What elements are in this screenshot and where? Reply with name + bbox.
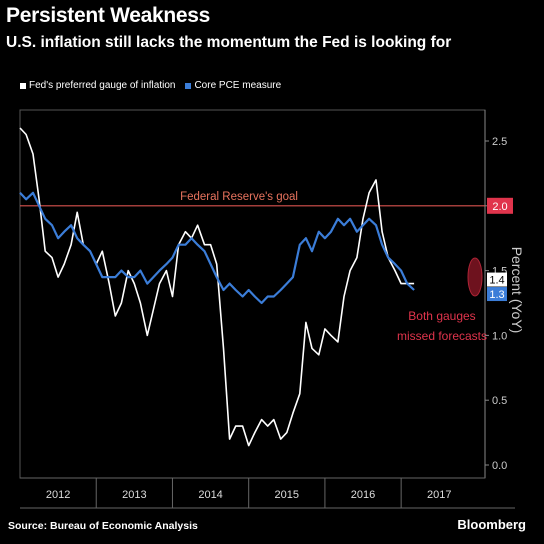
y-tick-label: 2.5 [492,136,507,148]
x-tick-label: 2016 [351,489,375,501]
headline-pce-line [19,127,415,447]
x-tick-label: 2012 [46,489,70,501]
y-tick-label: 0.5 [492,395,507,407]
y-axis-title: Percent (YoY) [509,247,525,334]
headline-end-label: 1.4 [489,275,504,287]
core-pce-line [19,191,415,305]
annotation-ellipse [467,257,483,297]
legend-item-headline: Fed's preferred gauge of inflation [20,80,175,91]
legend: Fed's preferred gauge of inflation Core … [20,80,281,91]
headline-end-tag-bg [487,272,507,287]
x-tick-label: 2013 [122,489,146,501]
y-tick-label: 1.0 [492,330,507,342]
legend-label-headline: Fed's preferred gauge of inflation [29,80,176,91]
legend-item-core: Core PCE measure [185,80,281,91]
x-tick-label: 2015 [275,489,299,501]
core-end-label: 1.3 [489,289,504,301]
legend-label-core: Core PCE measure [194,80,282,91]
fed-goal-label: Federal Reserve's goal [180,191,298,203]
chart-title: Persistent Weakness [6,4,211,27]
annotation-line-2: missed forecasts [397,329,487,343]
fed-goal-tag-bg [487,197,513,214]
chart-subtitle: U.S. inflation still lacks the momentum … [6,34,452,51]
annotation-line-1: Both gauges [408,309,475,323]
core-end-tag-bg [487,287,507,302]
y-tick-label: 0.0 [492,460,507,472]
fed-goal-tag-label: 2.0 [492,201,507,213]
x-tick-label: 2017 [427,489,451,501]
legend-swatch-core [185,82,192,89]
legend-swatch-headline [20,82,26,89]
x-tick-label: 2014 [198,489,222,501]
source-note: Source: Bureau of Economic Analysis [8,520,198,532]
brand-logo: Bloomberg [457,517,526,532]
